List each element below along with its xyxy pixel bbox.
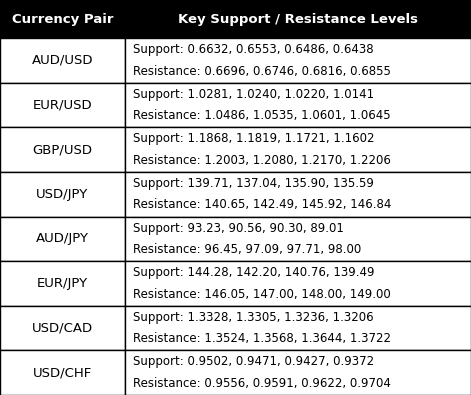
Bar (0, 306, 125, 350)
Text: Support: 1.1868, 1.1819, 1.1721, 1.1602: Support: 1.1868, 1.1819, 1.1721, 1.1602 (133, 132, 374, 145)
Text: Support: 1.3328, 1.3305, 1.3236, 1.3206: Support: 1.3328, 1.3305, 1.3236, 1.3206 (133, 311, 374, 324)
Text: Resistance: 96.45, 97.09, 97.71, 98.00: Resistance: 96.45, 97.09, 97.71, 98.00 (133, 243, 361, 256)
Bar (0, 0, 125, 38)
Bar (125, 0, 471, 38)
Bar (125, 83, 471, 127)
Text: USD/CHF: USD/CHF (33, 366, 92, 379)
Bar (125, 261, 471, 306)
Text: AUD/USD: AUD/USD (32, 54, 93, 67)
Text: Currency Pair: Currency Pair (12, 13, 113, 26)
Text: Resistance: 0.9556, 0.9591, 0.9622, 0.9704: Resistance: 0.9556, 0.9591, 0.9622, 0.97… (133, 377, 390, 390)
Text: Support: 0.6632, 0.6553, 0.6486, 0.6438: Support: 0.6632, 0.6553, 0.6486, 0.6438 (133, 43, 374, 56)
Text: USD/JPY: USD/JPY (36, 188, 89, 201)
Bar (0, 38, 125, 83)
Bar (125, 350, 471, 395)
Text: EUR/USD: EUR/USD (32, 98, 92, 111)
Text: Resistance: 1.0486, 1.0535, 1.0601, 1.0645: Resistance: 1.0486, 1.0535, 1.0601, 1.06… (133, 109, 390, 122)
Text: Support: 144.28, 142.20, 140.76, 139.49: Support: 144.28, 142.20, 140.76, 139.49 (133, 266, 374, 279)
Text: GBP/USD: GBP/USD (32, 143, 92, 156)
Bar (0, 127, 125, 172)
Bar (125, 306, 471, 350)
Bar (0, 83, 125, 127)
Bar (125, 216, 471, 261)
Text: USD/CAD: USD/CAD (32, 322, 93, 335)
Bar (0, 172, 125, 216)
Bar (125, 127, 471, 172)
Text: Support: 139.71, 137.04, 135.90, 135.59: Support: 139.71, 137.04, 135.90, 135.59 (133, 177, 374, 190)
Text: Support: 1.0281, 1.0240, 1.0220, 1.0141: Support: 1.0281, 1.0240, 1.0220, 1.0141 (133, 88, 374, 101)
Bar (0, 261, 125, 306)
Text: Resistance: 146.05, 147.00, 148.00, 149.00: Resistance: 146.05, 147.00, 148.00, 149.… (133, 288, 390, 301)
Text: Resistance: 1.3524, 1.3568, 1.3644, 1.3722: Resistance: 1.3524, 1.3568, 1.3644, 1.37… (133, 332, 391, 345)
Bar (125, 38, 471, 83)
Text: AUD/JPY: AUD/JPY (36, 232, 89, 245)
Text: Support: 0.9502, 0.9471, 0.9427, 0.9372: Support: 0.9502, 0.9471, 0.9427, 0.9372 (133, 356, 374, 369)
Text: Support: 93.23, 90.56, 90.30, 89.01: Support: 93.23, 90.56, 90.30, 89.01 (133, 222, 344, 235)
Text: Key Support / Resistance Levels: Key Support / Resistance Levels (178, 13, 418, 26)
Bar (125, 172, 471, 216)
Text: Resistance: 1.2003, 1.2080, 1.2170, 1.2206: Resistance: 1.2003, 1.2080, 1.2170, 1.22… (133, 154, 390, 167)
Text: EUR/JPY: EUR/JPY (37, 277, 88, 290)
Bar (0, 350, 125, 395)
Bar (0, 216, 125, 261)
Text: Resistance: 0.6696, 0.6746, 0.6816, 0.6855: Resistance: 0.6696, 0.6746, 0.6816, 0.68… (133, 64, 390, 77)
Text: Resistance: 140.65, 142.49, 145.92, 146.84: Resistance: 140.65, 142.49, 145.92, 146.… (133, 198, 391, 211)
